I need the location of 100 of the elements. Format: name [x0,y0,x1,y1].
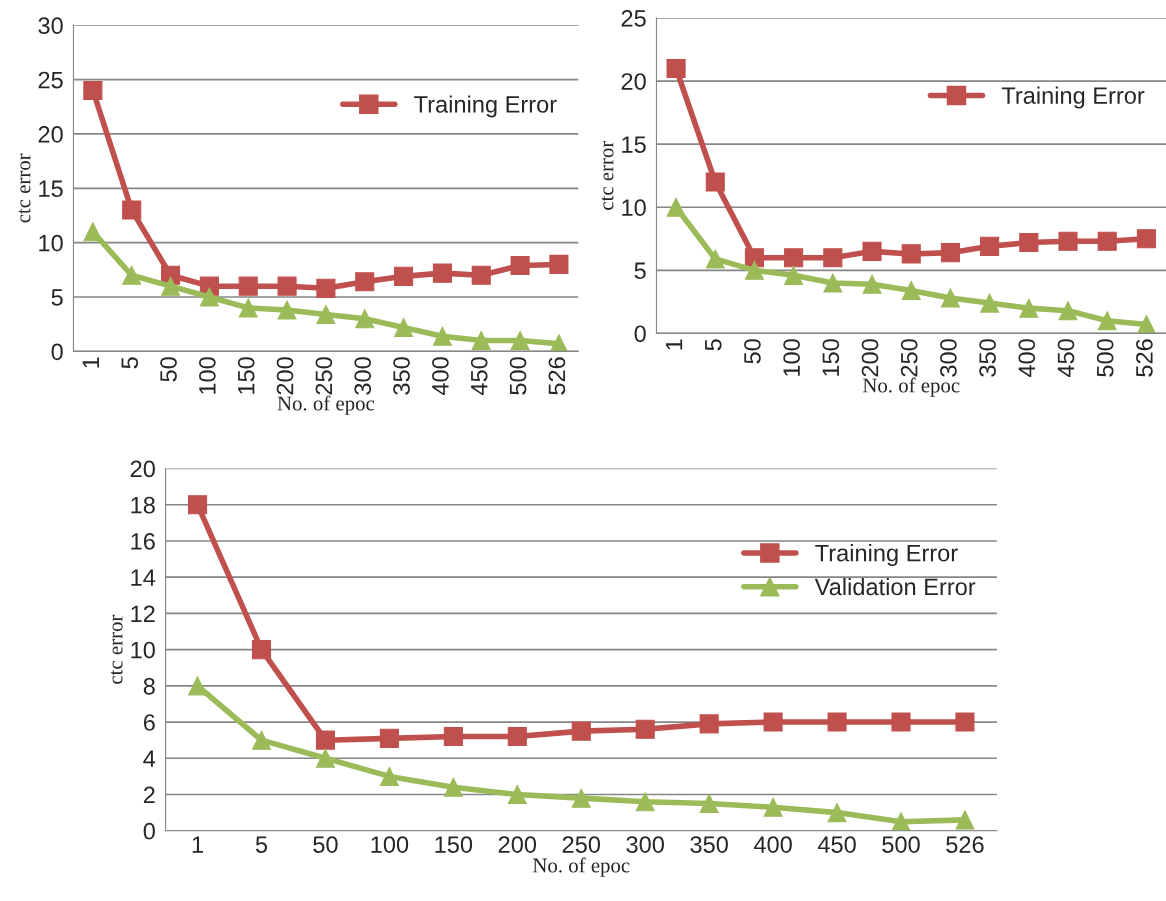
point [188,495,208,515]
x-tick-label: 526 [946,836,984,853]
point [571,721,591,741]
x-tick-label: 100 [199,357,216,394]
point [83,80,103,101]
point [161,276,181,296]
point [666,58,686,79]
x-tick-label: 500 [882,836,920,853]
y-tick-label: 0 [634,325,646,343]
x-tick-label: 100 [783,339,800,376]
point [315,730,335,750]
point [315,748,335,768]
point [277,300,297,320]
x-tick-label: 5 [705,339,722,351]
y-tick-label: 10 [622,199,646,217]
point [355,272,375,292]
x-tick-label: 100 [371,836,409,853]
y-tick-label: 6 [143,714,155,731]
point [188,676,208,696]
x-tick-label: 526 [548,357,566,395]
x-tick-label: 50 [313,836,338,853]
x-tick-label: 450 [817,836,856,853]
point [471,265,491,285]
point [705,172,725,192]
point [199,287,219,307]
point [1097,311,1117,331]
y-tick-label: 4 [143,750,156,767]
point [251,640,272,660]
x-tick-label: 150 [822,339,840,376]
point [666,197,686,217]
x-tick-label: 250 [562,836,601,853]
point [549,254,569,274]
point [1058,301,1078,321]
point [823,273,843,293]
point [471,330,491,351]
point [1019,298,1039,318]
point [510,255,530,276]
x-tick-label: 1 [665,339,683,350]
point [784,248,804,268]
point [635,719,655,739]
y-tick-label: 16 [131,533,155,550]
x-tick-label: 250 [900,339,918,377]
point [901,244,921,264]
point [891,812,911,831]
y-tick-label: 8 [143,677,155,695]
x-tick-label: 5 [255,836,268,853]
point [122,200,142,220]
y-tick-label: 25 [621,10,646,27]
point [277,276,297,296]
point [1136,229,1156,249]
y-tick-label: 5 [634,262,646,280]
point [507,727,527,747]
x-tick-label: 300 [354,357,372,395]
y-axis-title: ctc error [18,153,31,223]
point [784,265,804,285]
point [1136,314,1156,334]
point [443,777,463,797]
point [699,714,719,734]
y-tick-label: 30 [38,17,63,35]
x-tick-label: 300 [940,339,957,377]
legend-label: Training Error [1001,86,1145,109]
y-tick-label: 15 [39,180,63,198]
point [394,266,414,286]
y-tick-label: 5 [51,289,63,306]
x-tick-label: 1 [192,836,203,853]
point [940,288,960,308]
point [432,263,452,283]
point [238,276,258,296]
point [823,248,843,268]
x-tick-label: 50 [160,357,177,382]
point [432,326,452,346]
y-tick-label: 20 [38,126,63,143]
y-tick-label: 20 [130,460,155,478]
y-tick-label: 25 [38,71,63,89]
point [251,730,272,750]
point [443,727,463,747]
x-tick-label: 350 [979,339,996,377]
x-tick-label: 526 [1136,339,1153,377]
legend-label: Training Error [815,544,958,567]
x-tick-label: 150 [435,836,473,853]
legend-label: Validation Error [814,577,976,596]
point [394,317,414,338]
point [571,788,591,808]
point [1097,231,1117,251]
x-axis-title: No. of epoc [862,377,960,397]
point [940,243,960,263]
y-tick-label: 14 [131,569,156,586]
y-axis-title: ctc error [601,140,614,210]
y-tick-label: 12 [131,605,155,622]
point [355,309,375,329]
y-tick-label: 20 [621,73,646,90]
x-axis-title: No. of epoc [532,857,630,877]
y-tick-label: 0 [51,343,63,361]
x-tick-label: 200 [861,339,879,377]
point [1058,231,1078,251]
point [705,249,725,269]
point [862,241,882,261]
x-tick-label: 5 [121,357,139,369]
x-tick-label: 450 [470,357,488,396]
y-tick-label: 10 [39,234,63,252]
